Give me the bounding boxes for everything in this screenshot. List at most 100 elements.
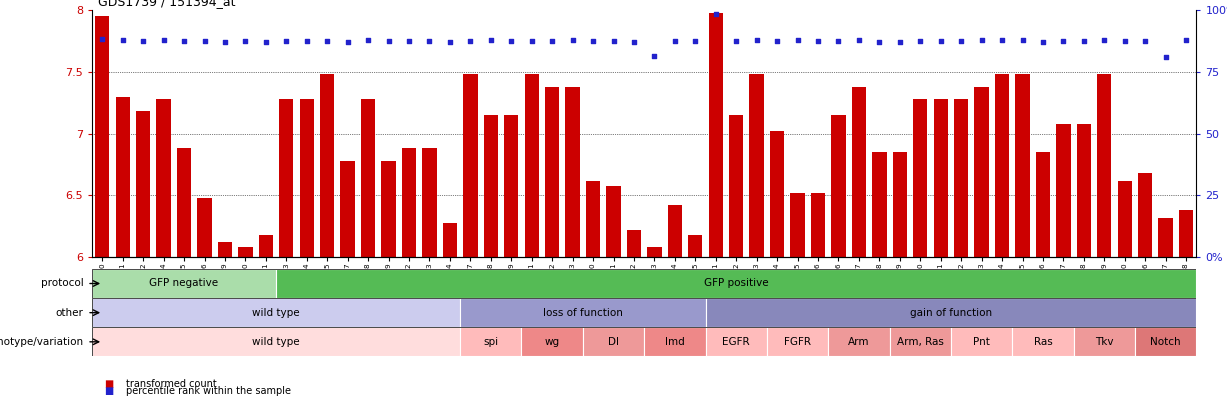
Text: other: other — [55, 308, 83, 318]
FancyBboxPatch shape — [460, 327, 521, 356]
Point — [972, 36, 991, 43]
Bar — [1056, 124, 1070, 257]
Text: GFP negative: GFP negative — [150, 279, 218, 288]
Point — [134, 38, 153, 44]
Bar — [422, 149, 437, 257]
Point — [113, 36, 133, 43]
FancyBboxPatch shape — [828, 327, 890, 356]
Text: Tkv: Tkv — [1094, 337, 1114, 347]
Point — [318, 38, 337, 44]
Bar — [463, 75, 477, 257]
Point — [563, 36, 583, 43]
Point — [1135, 38, 1155, 44]
Text: Ras: Ras — [1033, 337, 1053, 347]
Point — [1012, 36, 1032, 43]
Bar — [524, 75, 539, 257]
Point — [337, 39, 357, 45]
Point — [665, 38, 685, 44]
Point — [195, 38, 215, 44]
Text: wild type: wild type — [253, 337, 299, 347]
Point — [1156, 54, 1175, 60]
FancyBboxPatch shape — [583, 327, 644, 356]
Bar — [995, 75, 1009, 257]
Text: genotype/variation: genotype/variation — [0, 337, 83, 347]
Bar — [811, 193, 825, 257]
Text: spi: spi — [483, 337, 498, 347]
Bar — [913, 99, 928, 257]
FancyBboxPatch shape — [276, 269, 1196, 298]
Point — [726, 38, 746, 44]
Point — [870, 39, 890, 45]
Bar — [585, 181, 600, 257]
Point — [1115, 38, 1135, 44]
Bar — [892, 152, 907, 257]
Point — [521, 38, 541, 44]
FancyBboxPatch shape — [92, 327, 460, 356]
Point — [440, 39, 460, 45]
FancyBboxPatch shape — [951, 327, 1012, 356]
Bar — [688, 235, 702, 257]
FancyBboxPatch shape — [92, 269, 276, 298]
Text: lmd: lmd — [665, 337, 685, 347]
Text: gain of function: gain of function — [910, 308, 991, 318]
Bar — [1097, 75, 1112, 257]
Bar — [934, 99, 947, 257]
Point — [215, 39, 234, 45]
Bar — [606, 185, 621, 257]
Point — [256, 39, 276, 45]
Point — [1074, 38, 1093, 44]
Point — [767, 38, 787, 44]
Text: EGFR: EGFR — [723, 337, 750, 347]
Text: wild type: wild type — [253, 308, 299, 318]
Bar — [1015, 75, 1029, 257]
FancyBboxPatch shape — [521, 327, 583, 356]
Point — [809, 38, 828, 44]
Bar — [831, 115, 845, 257]
Bar — [279, 99, 293, 257]
Text: FGFR: FGFR — [784, 337, 811, 347]
Bar — [504, 115, 518, 257]
Bar — [1158, 217, 1173, 257]
Bar — [852, 87, 866, 257]
Point — [604, 38, 623, 44]
FancyBboxPatch shape — [1074, 327, 1135, 356]
Bar — [156, 99, 171, 257]
Point — [583, 38, 602, 44]
Point — [910, 38, 930, 44]
Bar — [647, 247, 661, 257]
Point — [849, 36, 869, 43]
Point — [951, 38, 971, 44]
FancyBboxPatch shape — [460, 298, 706, 327]
Point — [276, 38, 296, 44]
FancyBboxPatch shape — [1012, 327, 1074, 356]
Point — [92, 35, 112, 42]
FancyBboxPatch shape — [1135, 327, 1196, 356]
Bar — [1137, 173, 1152, 257]
Bar — [974, 87, 989, 257]
Bar — [790, 193, 805, 257]
Bar — [1036, 152, 1050, 257]
Text: loss of function: loss of function — [542, 308, 623, 318]
Point — [1054, 38, 1074, 44]
Point — [686, 38, 706, 44]
Text: percentile rank within the sample: percentile rank within the sample — [126, 386, 291, 396]
Point — [460, 38, 480, 44]
Bar — [115, 96, 130, 257]
Point — [481, 36, 501, 43]
Bar — [667, 205, 682, 257]
Bar — [872, 152, 886, 257]
Point — [174, 38, 194, 44]
Text: Arm: Arm — [848, 337, 870, 347]
Text: protocol: protocol — [40, 279, 83, 288]
Text: GFP positive: GFP positive — [704, 279, 768, 288]
Point — [828, 38, 848, 44]
Point — [625, 39, 644, 45]
Text: transformed count: transformed count — [126, 379, 217, 389]
Point — [1094, 36, 1114, 43]
Point — [706, 11, 725, 17]
Bar — [729, 115, 744, 257]
Bar — [1076, 124, 1091, 257]
Point — [1033, 39, 1053, 45]
FancyBboxPatch shape — [890, 327, 951, 356]
Bar — [238, 247, 253, 257]
